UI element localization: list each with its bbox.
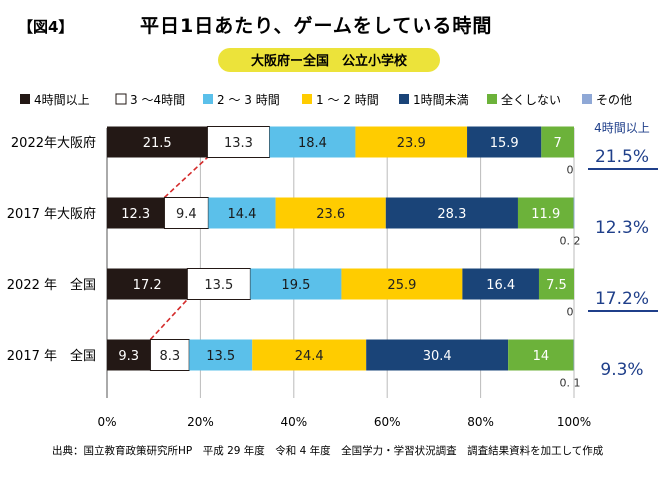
bar-segment	[517, 197, 574, 229]
data-label: 14.4	[227, 207, 256, 222]
subtitle-pill	[218, 48, 440, 72]
category-label: 2017 年 全国	[7, 348, 96, 364]
side-value: 12.3%	[595, 218, 649, 238]
bar-segment	[206, 126, 271, 158]
category-label: 2022 年 全国	[7, 277, 96, 293]
category-label: 2022年大阪府	[11, 136, 96, 151]
bar-segment	[107, 197, 165, 229]
bar-segment	[385, 197, 518, 229]
bar-segment	[252, 339, 367, 371]
legend: 4時間以上 3 ～4時間 2 ～ 3 時間 1 ～ 2 時間 1時間未満 全くしない その他	[20, 92, 632, 107]
bar-segment	[462, 268, 539, 300]
data-label: 23.9	[397, 136, 426, 151]
bar-segment	[573, 197, 575, 229]
legend-label: 1 ～ 2 時間	[316, 93, 379, 107]
data-label: 19.5	[281, 278, 310, 293]
bar-segment	[107, 126, 208, 158]
bar-segment	[269, 126, 356, 158]
side-header: 4時間以上	[594, 121, 650, 135]
legend-swatch	[203, 94, 213, 104]
data-label: 8.3	[159, 349, 180, 364]
x-tick-label: 60%	[374, 415, 401, 429]
connector-line	[163, 156, 208, 199]
data-label: 28.3	[437, 207, 466, 222]
data-label: 21.5	[143, 136, 172, 151]
legend-swatch	[20, 94, 30, 104]
bar-segment	[541, 126, 574, 158]
legend-swatch	[302, 94, 312, 104]
bar-segment	[341, 268, 463, 300]
data-label: 18.4	[298, 136, 327, 151]
side-panel: 4時間以上 21.5% 12.3% 17.2% 9.3%	[588, 121, 658, 380]
bar-segment	[275, 197, 386, 229]
side-value: 21.5%	[595, 147, 649, 167]
side-value: 9.3%	[600, 360, 643, 380]
bar-segment	[366, 339, 509, 371]
data-label: 24.4	[295, 349, 324, 364]
x-tick-label: 0%	[97, 415, 116, 429]
data-label: 12.3	[121, 207, 150, 222]
data-label: 7	[554, 136, 562, 151]
legend-swatch	[487, 94, 497, 104]
figure-label: 【図4】	[18, 18, 73, 36]
data-label: 30.4	[423, 349, 452, 364]
connector-line	[149, 298, 188, 341]
bar-segment	[250, 268, 342, 300]
data-label: 23.6	[316, 207, 345, 222]
bar-segment	[149, 339, 190, 371]
legend-swatch	[115, 93, 127, 105]
bar-segment	[208, 197, 276, 229]
data-label: 13.5	[204, 278, 233, 293]
legend-label: 4時間以上	[34, 93, 90, 107]
x-tick-label: 20%	[187, 415, 214, 429]
side-value: 17.2%	[595, 289, 649, 309]
legend-label: その他	[596, 93, 632, 107]
data-label-other: 0	[567, 164, 574, 177]
source-note: 出典：国立教育政策研究所HP 平成 29 年度 令和 4 年度 全国学力・学習状…	[52, 444, 604, 457]
bar-segment	[189, 339, 253, 371]
data-label-other: 0	[567, 306, 574, 319]
x-tick-label: 100%	[557, 415, 591, 429]
bar-segment	[107, 339, 151, 371]
bar-segment	[508, 339, 574, 371]
legend-label: 2 ～ 3 時間	[217, 93, 280, 107]
connectors	[149, 156, 208, 341]
data-label: 25.9	[387, 278, 416, 293]
bar-segment	[186, 268, 251, 300]
bar-segment	[163, 197, 209, 229]
legend-label: 全くしない	[501, 92, 561, 107]
data-label-other: 0. 2	[560, 235, 581, 248]
bar-segment	[355, 126, 468, 158]
bar-segment	[107, 268, 188, 300]
data-label: 11.9	[531, 207, 560, 222]
data-label: 9.4	[176, 207, 197, 222]
bar-segment	[467, 126, 542, 158]
data-label: 7.5	[546, 278, 567, 293]
data-label: 17.2	[133, 278, 162, 293]
data-label: 13.3	[224, 136, 253, 151]
legend-label: 1時間未満	[413, 93, 469, 107]
data-label: 14	[533, 349, 550, 364]
legend-label: 3 ～4時間	[130, 93, 185, 107]
data-label-other: 0. 1	[560, 377, 581, 390]
data-label: 13.5	[206, 349, 235, 364]
chart-subtitle: 大阪府ー全国 公立小学校	[251, 53, 408, 69]
data-label: 16.4	[486, 278, 515, 293]
data-label: 9.3	[118, 349, 139, 364]
x-tick-label: 80%	[467, 415, 494, 429]
legend-swatch	[582, 94, 592, 104]
chart-title: 平日1日あたり、ゲームをしている時間	[140, 15, 492, 37]
bar-segment	[538, 268, 574, 300]
category-label: 2017 年大阪府	[7, 207, 96, 222]
data-label: 15.9	[490, 136, 519, 151]
x-tick-label: 40%	[280, 415, 307, 429]
legend-swatch	[399, 94, 409, 104]
